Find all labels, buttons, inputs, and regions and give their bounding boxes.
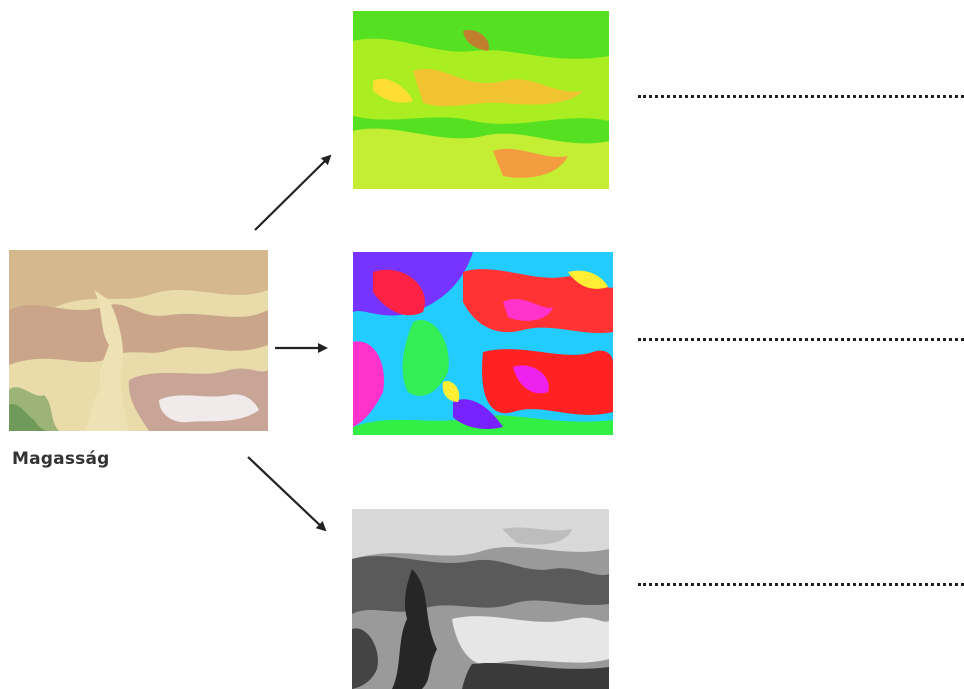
- arrow-to-slope: [254, 154, 332, 231]
- slope-map: [353, 11, 609, 189]
- slope-answer-blank[interactable]: [638, 95, 964, 98]
- aspect-map: [353, 252, 613, 435]
- aspect-answer-blank[interactable]: [638, 338, 964, 341]
- hillshade-map: [352, 509, 609, 689]
- hillshade-answer-blank[interactable]: [638, 583, 964, 586]
- source-label: Magasság: [12, 449, 110, 469]
- arrow-to-hillshade: [247, 456, 327, 532]
- elevation-map: [9, 250, 268, 431]
